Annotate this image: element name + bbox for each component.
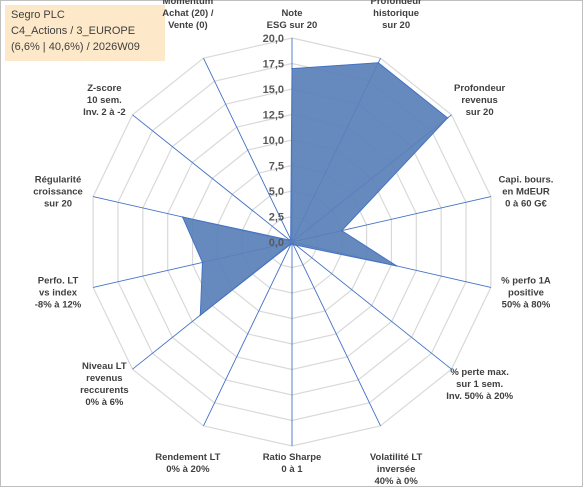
axis-label-13-line-1: Achat (20) /: [162, 8, 214, 19]
info-box: Segro PLC C4_Actions / 3_EUROPE (6,6% | …: [5, 5, 165, 61]
axis-label-6-line-0: Volatilité LT: [370, 452, 423, 463]
axis-label-11-line-1: croissance: [33, 186, 83, 197]
axis-label-10-line-2: -8% à 12%: [35, 300, 82, 311]
spoke-5: [291, 241, 452, 370]
series-point-1: [377, 61, 380, 64]
tick-label-4: 10,0: [263, 135, 284, 147]
axis-label-4-line-2: 50% à 80%: [502, 300, 551, 311]
axis-label-3-line-2: 0 à 60 G€: [505, 198, 547, 209]
axis-label-5-line-2: Inv. 50% à 20%: [446, 391, 513, 402]
axis-label-12-line-2: Inv. 2 à -2: [83, 107, 126, 118]
axis-label-6-line-1: inversée: [377, 464, 416, 475]
axis-label-7-line-1: 0 à 1: [281, 464, 303, 475]
series-point-8: [290, 243, 292, 245]
series-point-5: [295, 244, 297, 246]
info-category: C4_Actions / 3_EUROPE: [11, 25, 136, 37]
axis-label-9-line-0: Niveau LT: [82, 361, 127, 372]
axis-label-9-line-2: reccurents: [80, 385, 129, 396]
axis-label-3-line-1: en MdEUR: [502, 186, 550, 197]
axis-label-9-line-1: revenus: [86, 373, 122, 384]
tick-label-5: 12,5: [263, 110, 284, 122]
axis-label-6-line-2: 40% à 0%: [374, 476, 418, 487]
axis-label-12-line-1: 10 sem.: [87, 95, 122, 106]
axis-label-1-line-0: Profondeur: [371, 0, 422, 7]
axis-label-8-line-1: 0% à 20%: [166, 464, 210, 475]
axis-label-5: % perte max.sur 1 sem.Inv. 50% à 20%: [446, 367, 513, 402]
spoke-13: [203, 58, 293, 243]
axis-label-7-line-0: Ratio Sharpe: [263, 452, 322, 463]
series-point-2: [446, 117, 449, 119]
axis-label-8-line-0: Rendement LT: [155, 452, 220, 463]
axis-label-2-line-1: revenus: [461, 95, 497, 106]
series-point-10: [201, 261, 204, 264]
tick-label-8: 20,0: [263, 33, 284, 45]
spoke-12: [132, 114, 293, 243]
axis-label-10-line-0: Perfo. LT: [38, 276, 79, 287]
radar-tick-labels: 0,0 2,5 5,0 7,5 10,0 12,5 15,0 17,5 20,0: [263, 33, 284, 249]
tick-label-2: 5,0: [269, 186, 284, 198]
axis-label-3-line-0: Capi. bours.: [499, 174, 554, 185]
axis-label-11-line-2: sur 20: [44, 198, 72, 209]
axis-label-10-line-1: vs index: [39, 288, 78, 299]
tick-label-0: 0,0: [269, 237, 284, 249]
series-area: [181, 62, 449, 317]
series-point-13: [289, 238, 292, 241]
series-point-9: [199, 314, 202, 316]
axis-label-2-line-0: Profondeur: [454, 83, 505, 94]
axis-label-0-line-1: ESG sur 20: [267, 20, 318, 31]
tick-label-6: 15,0: [263, 84, 284, 96]
axis-label-4-line-0: % perfo 1A: [501, 276, 551, 287]
series-point-3: [340, 229, 343, 232]
axis-label-13-line-2: Vente (0): [168, 20, 208, 31]
spoke-6: [291, 241, 381, 426]
tick-label-1: 2,5: [269, 212, 284, 224]
axis-label-12-line-0: Z-score: [87, 83, 121, 94]
axis-label-9-line-3: 0% à 6%: [85, 397, 124, 408]
series-point-12: [288, 239, 291, 241]
tick-label-3: 7,5: [269, 161, 284, 173]
spoke-8: [203, 241, 293, 426]
series-point-11: [181, 216, 184, 218]
axis-label-1-line-1: historique: [373, 8, 419, 19]
info-company-name: Segro PLC: [11, 9, 65, 21]
series-point-0: [291, 67, 293, 70]
axis-label-13-line-0: Momentum: [163, 0, 214, 7]
info-period: (6,6% | 40,6%) / 2026W09: [11, 41, 140, 53]
axis-label-1-line-2: sur 20: [382, 20, 410, 31]
axis-label-8: Rendement LT0% à 20%: [155, 452, 220, 475]
axis-label-5-line-1: sur 1 sem.: [456, 379, 503, 390]
axis-label-11-line-0: Régularité: [35, 174, 81, 185]
axis-label-0-line-0: Note: [281, 8, 302, 19]
tick-label-7: 17,5: [263, 59, 284, 71]
series-point-4: [395, 265, 398, 267]
radar-series: [181, 61, 449, 317]
axis-label-4-line-1: positive: [508, 288, 544, 299]
axis-label-5-line-0: % perte max.: [450, 367, 509, 378]
axis-label-2-line-2: sur 20: [466, 107, 494, 118]
series-point-6: [292, 243, 295, 246]
